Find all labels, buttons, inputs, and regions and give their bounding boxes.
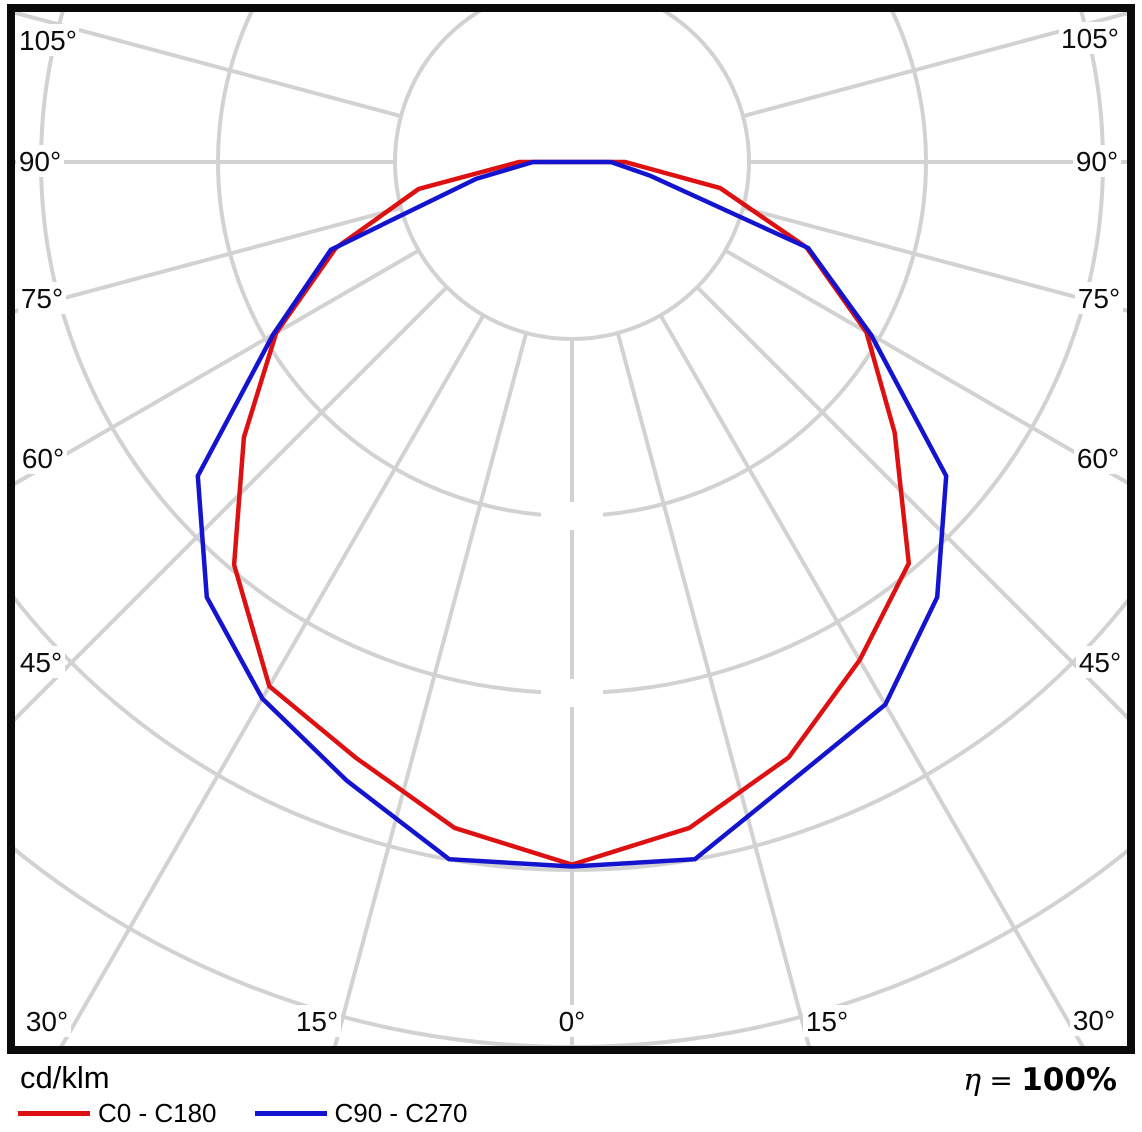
grid-ray (59, 314, 486, 1046)
ring-value-gap (541, 502, 603, 530)
angle-label-bg (1073, 145, 1121, 177)
angle-label: 15° (806, 1006, 848, 1037)
eta-equals: = (989, 1064, 1013, 1097)
grid-ray (15, 248, 420, 486)
legend-item-c90-c270: C90 - C270 (254, 1098, 468, 1129)
grid-ray (15, 205, 402, 314)
angle-label-bg (18, 282, 66, 314)
grid-ray (615, 332, 811, 1046)
legend-swatch-red (18, 1111, 90, 1116)
angle-label-bg (17, 24, 79, 56)
angle-label: 45° (1079, 647, 1121, 678)
polar-grid: 105° 90° 75° 60° 45° 30° 15° 0° 15° 30° 45° 60° 75° 9… (15, 12, 1127, 1046)
legend-label: C0 - C180 (98, 1098, 217, 1128)
grid-ray (15, 12, 402, 119)
chart-legend: C0 - C180 C90 - C270 (18, 1098, 467, 1129)
angle-label-bg (1059, 22, 1121, 54)
angle-label: 45° (20, 647, 62, 678)
grid-ray (333, 332, 529, 1046)
angle-label-bg (1070, 1004, 1118, 1036)
angle-label: 105° (19, 25, 77, 56)
angle-label: 75° (1078, 283, 1120, 314)
angle-label: 60° (1077, 443, 1119, 474)
angle-label-bg (19, 442, 67, 474)
angle-label-bg (16, 145, 64, 177)
angle-label: 90° (1076, 146, 1118, 177)
angle-label-bg (555, 1005, 589, 1037)
chart-frame (7, 4, 1135, 1054)
photometric-polar-chart: 105° 90° 75° 60° 45° 30° 15° 0° 15° 30° 45° 60° 75° 9… (7, 4, 1135, 1054)
curve-c90-c270 (195, 159, 949, 869)
angle-label-bg (803, 1005, 851, 1037)
ring-value-gap (541, 679, 603, 707)
angle-label: 15° (296, 1006, 338, 1037)
grid-ray (724, 248, 1127, 485)
angle-label-bg (17, 646, 65, 678)
eta-symbol: η (963, 1063, 982, 1098)
angle-label-bg (1074, 442, 1122, 474)
polar-diagram-svg: 105° 90° 75° 60° 45° 30° 15° 0° 15° 30° 45° 60° 75° 9… (7, 4, 1135, 1054)
angle-label: 30° (26, 1006, 68, 1037)
grid-ring (393, 12, 751, 341)
grid-ray (742, 12, 1127, 119)
legend-label: C90 - C270 (334, 1098, 468, 1128)
grid-ray (742, 205, 1127, 313)
eta-value: 100% (1021, 1062, 1117, 1098)
angle-label: 0° (559, 1006, 586, 1037)
angle-label: 30° (1073, 1005, 1115, 1036)
grid-ray (695, 285, 1127, 720)
grid-ray (658, 314, 1085, 1046)
units-label: cd/klm (20, 1060, 110, 1095)
legend-item-c0-c180: C0 - C180 (18, 1098, 217, 1129)
grid-ray (15, 285, 449, 722)
efficiency-label: η = 100% (963, 1062, 1117, 1098)
angle-label-bg (1076, 646, 1124, 678)
angle-label-bg (1075, 282, 1123, 314)
angle-label: 60° (22, 443, 64, 474)
angle-label-bg (23, 1005, 71, 1037)
angle-label: 75° (21, 283, 63, 314)
angle-label: 90° (19, 146, 61, 177)
angle-label: 105° (1061, 23, 1119, 54)
legend-swatch-blue (254, 1111, 327, 1116)
angle-label-bg (293, 1005, 341, 1037)
